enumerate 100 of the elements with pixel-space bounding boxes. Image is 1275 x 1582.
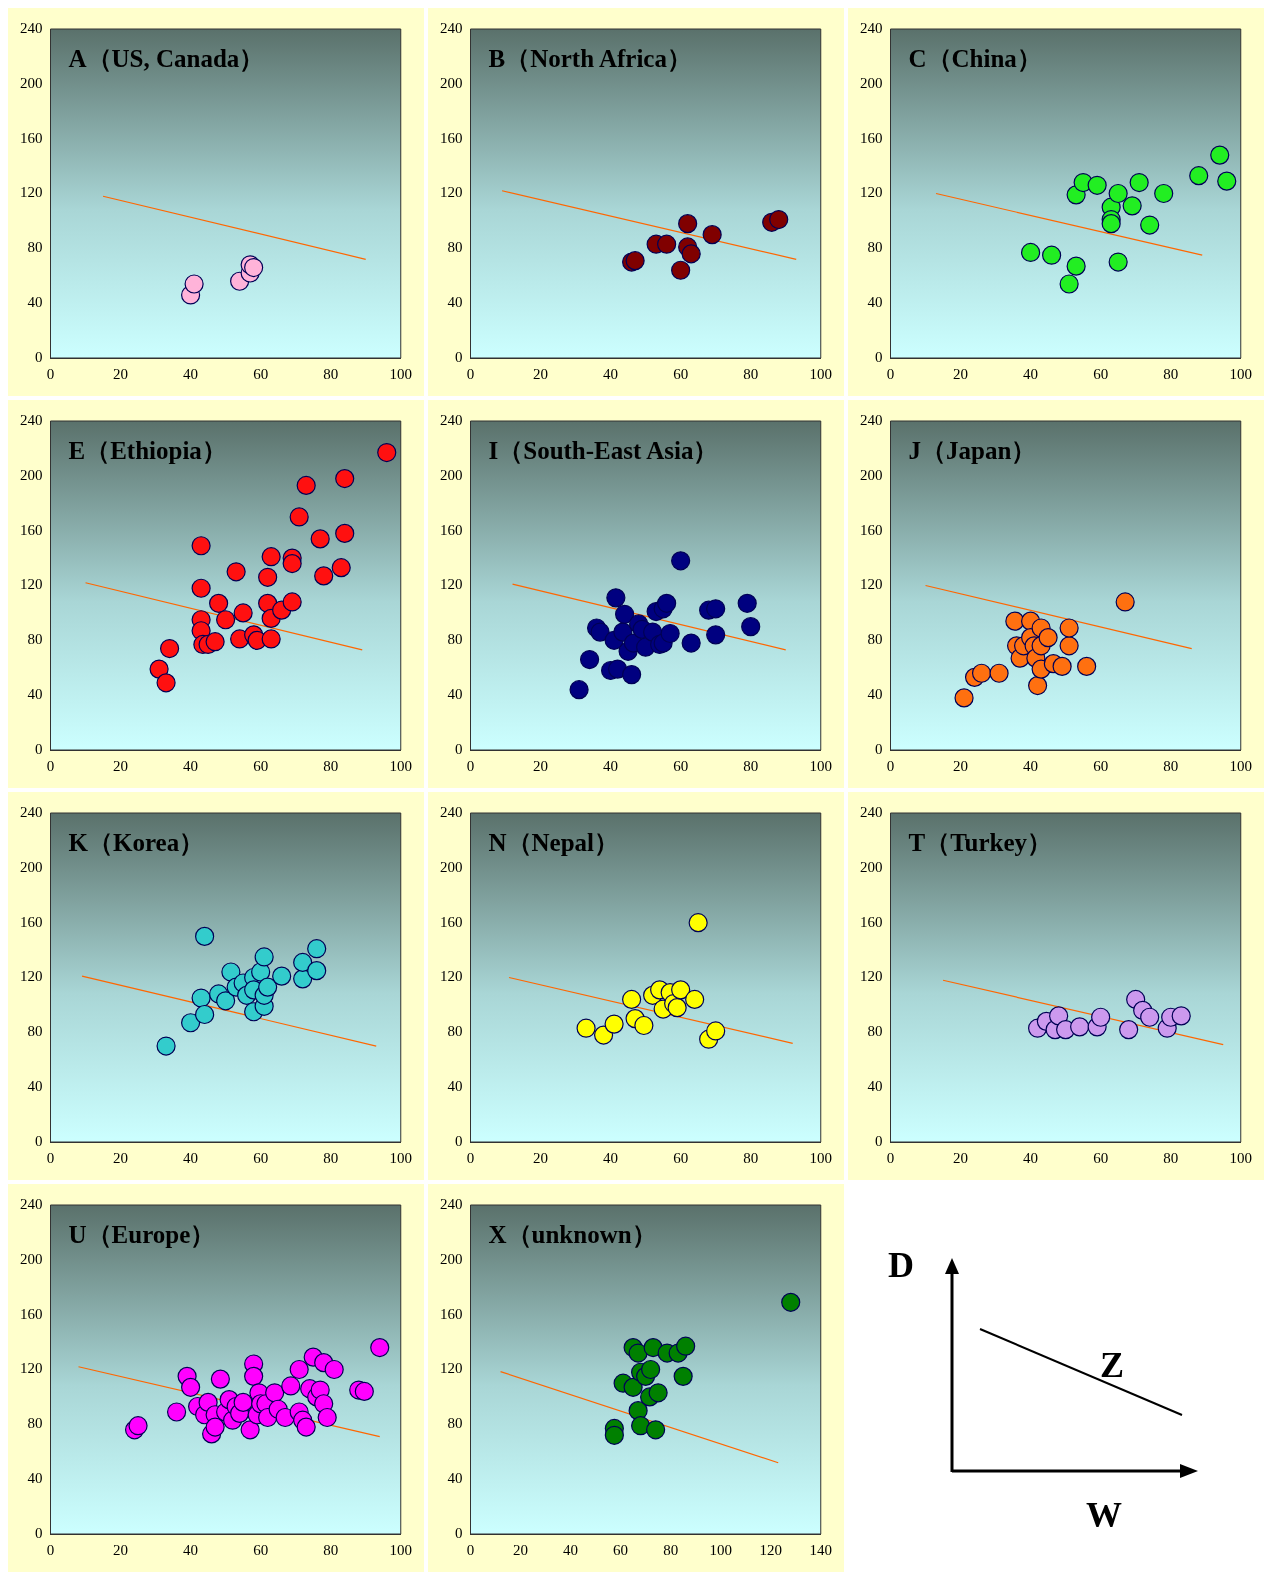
point bbox=[335, 523, 355, 544]
y-tick-label: 200 bbox=[20, 858, 43, 875]
point bbox=[293, 952, 313, 973]
y-tick-label: 240 bbox=[860, 19, 883, 36]
point bbox=[1115, 592, 1135, 612]
point bbox=[1059, 636, 1079, 656]
point bbox=[282, 553, 302, 574]
point bbox=[667, 998, 687, 1018]
x-tick-label: 20 bbox=[533, 365, 549, 382]
y-tick-label: 240 bbox=[860, 411, 883, 428]
y-tick-label: 240 bbox=[20, 803, 43, 820]
x-tick-label: 0 bbox=[46, 1541, 55, 1558]
x-tick-label: 100 bbox=[1229, 757, 1252, 774]
x-tick-label: 100 bbox=[1229, 1149, 1252, 1166]
point bbox=[1108, 183, 1128, 204]
point bbox=[634, 1015, 654, 1036]
x-tick-label: 80 bbox=[663, 1541, 679, 1558]
y-tick-label: 160 bbox=[860, 521, 883, 538]
x-tick-label: 80 bbox=[323, 1149, 339, 1166]
point bbox=[240, 1420, 260, 1440]
point bbox=[289, 507, 309, 527]
point bbox=[307, 939, 327, 959]
point bbox=[741, 617, 761, 637]
point bbox=[258, 977, 278, 997]
x-tick-label: 20 bbox=[533, 1149, 549, 1166]
point bbox=[989, 663, 1009, 683]
x-tick-label: 80 bbox=[323, 757, 339, 774]
point bbox=[576, 1018, 596, 1038]
point bbox=[646, 1420, 666, 1440]
point bbox=[1091, 1007, 1111, 1027]
y-tick-label: 240 bbox=[20, 411, 43, 428]
point bbox=[1005, 611, 1025, 631]
point bbox=[1122, 196, 1142, 216]
y-tick-label: 240 bbox=[440, 1195, 463, 1212]
point bbox=[660, 623, 680, 644]
point bbox=[331, 558, 351, 578]
x-tick-label: 0 bbox=[46, 365, 55, 382]
point bbox=[310, 529, 330, 549]
x-tick-label: 60 bbox=[253, 1149, 269, 1166]
point bbox=[181, 1377, 201, 1397]
point bbox=[335, 468, 355, 489]
point bbox=[702, 225, 722, 245]
y-tick-label: 160 bbox=[20, 1305, 43, 1322]
y-tick-label: 120 bbox=[20, 1360, 43, 1377]
y-tick-label: 200 bbox=[440, 1250, 463, 1267]
point bbox=[258, 567, 278, 587]
y-tick-label: 200 bbox=[860, 74, 883, 91]
point bbox=[579, 649, 600, 670]
point bbox=[706, 1021, 726, 1041]
y-tick-label: 80 bbox=[27, 1415, 43, 1432]
y-tick-label: 40 bbox=[447, 1470, 463, 1487]
point bbox=[159, 638, 180, 659]
point bbox=[156, 1036, 176, 1056]
point bbox=[622, 665, 642, 685]
x-tick-label: 20 bbox=[113, 1149, 129, 1166]
point bbox=[166, 1402, 187, 1422]
point bbox=[1189, 166, 1209, 186]
y-tick-label: 0 bbox=[455, 1132, 463, 1149]
point bbox=[681, 244, 701, 264]
point bbox=[1101, 214, 1121, 234]
y-tick-label: 200 bbox=[440, 74, 463, 91]
x-tick-label: 40 bbox=[1023, 757, 1039, 774]
y-tick-label: 120 bbox=[440, 184, 463, 201]
x-tick-label: 20 bbox=[953, 1149, 969, 1166]
y-tick-label: 120 bbox=[860, 184, 883, 201]
point bbox=[210, 1369, 230, 1389]
point bbox=[676, 1336, 696, 1356]
y-tick-label: 40 bbox=[867, 294, 883, 311]
point bbox=[1210, 145, 1230, 165]
y-tick-label: 160 bbox=[20, 129, 43, 146]
point bbox=[205, 632, 225, 652]
x-tick-label: 60 bbox=[613, 1541, 629, 1558]
y-tick-label: 240 bbox=[20, 1195, 43, 1212]
y-tick-label: 200 bbox=[20, 74, 43, 91]
point bbox=[685, 989, 705, 1010]
point bbox=[307, 961, 327, 981]
y-tick-label: 0 bbox=[455, 1524, 463, 1541]
x-tick-label: 0 bbox=[466, 1149, 475, 1166]
x-tick-label: 40 bbox=[183, 1149, 199, 1166]
point bbox=[628, 1343, 648, 1363]
x-tick-label: 80 bbox=[323, 1541, 339, 1558]
x-tick-label: 20 bbox=[113, 365, 129, 382]
point bbox=[671, 980, 691, 1000]
point bbox=[954, 688, 974, 708]
point bbox=[678, 214, 698, 234]
x-tick-label: 60 bbox=[1093, 1149, 1109, 1166]
point bbox=[296, 1417, 316, 1437]
point bbox=[205, 1417, 225, 1437]
point bbox=[706, 599, 726, 619]
point bbox=[244, 1366, 264, 1386]
y-tick-label: 120 bbox=[860, 576, 883, 593]
point bbox=[1059, 618, 1079, 638]
y-tick-label: 240 bbox=[20, 19, 43, 36]
point bbox=[314, 566, 334, 586]
text: T（Turkey） bbox=[908, 829, 1053, 857]
point bbox=[1049, 1006, 1069, 1026]
point bbox=[622, 989, 642, 1010]
x-tick-label: 0 bbox=[886, 1149, 895, 1166]
y-tick-label: 80 bbox=[447, 239, 463, 256]
point bbox=[1119, 1019, 1139, 1040]
